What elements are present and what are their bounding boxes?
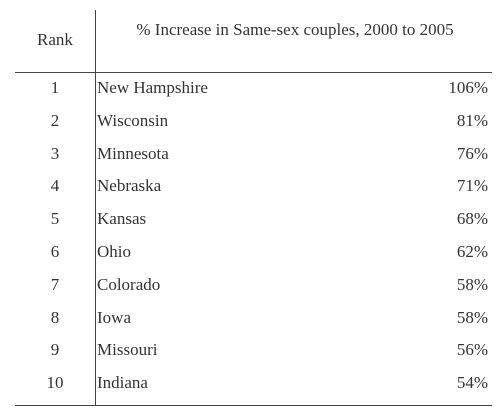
rank-cell: 5 bbox=[50, 209, 60, 229]
state-cell: Colorado bbox=[97, 274, 161, 294]
increase-cell: 68% bbox=[456, 209, 488, 229]
increase-cell: 81% bbox=[456, 110, 488, 130]
rank-cell: 1 bbox=[50, 78, 60, 97]
rank-cell: 3 bbox=[50, 143, 60, 163]
rank-cell: 10 bbox=[46, 373, 64, 393]
increase-cell: 58% bbox=[456, 307, 488, 327]
state-cell: Iowa bbox=[97, 307, 131, 327]
header-increase: % Increase in Same-sex couples, 2000 to … bbox=[136, 20, 454, 39]
rank-cell: 7 bbox=[50, 274, 60, 294]
rank-cell: 9 bbox=[50, 340, 60, 360]
state-cell: Nebraska bbox=[97, 176, 162, 196]
state-cell: Wisconsin bbox=[97, 110, 169, 130]
increase-cell: 106% bbox=[448, 78, 488, 97]
header-rule bbox=[15, 72, 492, 73]
rank-cell: 4 bbox=[50, 176, 60, 196]
increase-cell: 71% bbox=[456, 176, 488, 196]
rank-cell: 6 bbox=[50, 242, 60, 261]
bottom-rule bbox=[15, 405, 492, 406]
state-cell: Indiana bbox=[97, 373, 148, 393]
increase-cell: 54% bbox=[456, 373, 488, 393]
increase-cell: 76% bbox=[456, 143, 488, 163]
state-cell: Minnesota bbox=[97, 143, 169, 163]
rank-cell: 2 bbox=[50, 110, 60, 130]
increase-cell: 56% bbox=[456, 340, 488, 360]
header-rank: Rank bbox=[37, 30, 73, 49]
rank-cell: 8 bbox=[50, 307, 60, 327]
state-cell: Missouri bbox=[97, 340, 158, 360]
increase-cell: 62% bbox=[456, 242, 488, 261]
state-cell: Kansas bbox=[97, 209, 147, 229]
state-cell: Ohio bbox=[97, 242, 131, 261]
state-cell: New Hampshire bbox=[97, 78, 208, 97]
increase-cell: 58% bbox=[456, 274, 488, 294]
column-divider bbox=[95, 10, 96, 406]
